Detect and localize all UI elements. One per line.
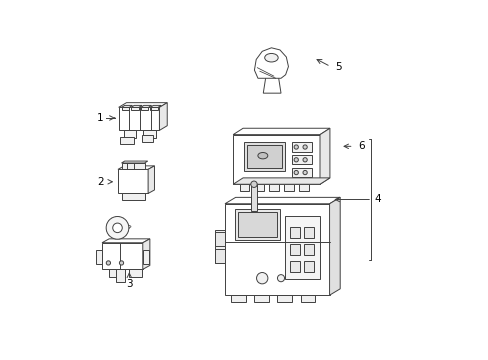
Circle shape — [293, 170, 298, 175]
Bar — [247, 145, 282, 168]
Bar — [250, 184, 257, 211]
Text: 2: 2 — [97, 177, 103, 187]
Circle shape — [113, 223, 122, 233]
Polygon shape — [319, 128, 329, 184]
Text: 1: 1 — [97, 113, 103, 123]
Bar — [303, 261, 314, 272]
Bar — [244, 142, 285, 171]
Bar — [254, 184, 264, 191]
Bar — [142, 250, 149, 264]
Bar — [289, 227, 300, 238]
Text: 5: 5 — [334, 62, 341, 72]
Bar — [128, 269, 142, 277]
Circle shape — [106, 216, 128, 239]
Bar — [299, 184, 308, 191]
Circle shape — [293, 145, 298, 149]
Bar — [131, 107, 139, 110]
Bar — [121, 193, 144, 200]
Bar — [234, 209, 280, 240]
Text: 6: 6 — [357, 141, 364, 151]
Bar — [121, 107, 129, 110]
Polygon shape — [118, 166, 154, 169]
Polygon shape — [150, 105, 161, 107]
Polygon shape — [121, 161, 147, 163]
Bar — [142, 135, 153, 142]
Polygon shape — [233, 128, 329, 135]
Polygon shape — [148, 166, 154, 193]
Bar — [215, 249, 224, 263]
Circle shape — [119, 261, 123, 265]
Bar — [291, 155, 311, 165]
Bar — [121, 163, 144, 169]
Text: 3: 3 — [126, 279, 132, 289]
Circle shape — [250, 181, 257, 188]
Bar — [285, 216, 319, 279]
Bar — [277, 295, 292, 302]
Text: 4: 4 — [373, 194, 380, 204]
Circle shape — [303, 145, 306, 149]
Ellipse shape — [257, 153, 267, 159]
Bar — [141, 107, 148, 110]
Bar — [291, 168, 311, 177]
Bar — [291, 143, 311, 152]
Bar — [118, 169, 148, 193]
Circle shape — [106, 261, 110, 265]
Bar — [231, 295, 246, 302]
Polygon shape — [263, 77, 281, 93]
Bar — [224, 204, 329, 295]
Bar — [150, 107, 158, 110]
Circle shape — [293, 158, 298, 162]
Bar — [215, 232, 224, 246]
Bar — [143, 130, 156, 138]
Polygon shape — [131, 105, 142, 107]
Bar — [233, 135, 319, 184]
Polygon shape — [102, 239, 149, 243]
Polygon shape — [329, 197, 340, 295]
Bar — [303, 227, 314, 238]
Polygon shape — [119, 103, 167, 107]
Bar — [124, 130, 136, 138]
Ellipse shape — [264, 54, 278, 62]
Circle shape — [277, 275, 284, 282]
Bar — [254, 295, 269, 302]
Bar — [120, 138, 134, 144]
Polygon shape — [159, 103, 167, 130]
Bar — [96, 250, 102, 264]
Bar — [269, 184, 279, 191]
Bar — [215, 230, 224, 263]
Bar — [102, 243, 142, 269]
Polygon shape — [233, 178, 329, 184]
Circle shape — [256, 273, 267, 284]
Bar — [239, 184, 249, 191]
Bar — [109, 269, 122, 277]
Bar — [289, 261, 300, 272]
Circle shape — [303, 170, 306, 175]
Bar — [303, 244, 314, 255]
Bar — [300, 295, 315, 302]
Bar — [289, 244, 300, 255]
Ellipse shape — [108, 224, 131, 229]
Polygon shape — [121, 105, 132, 107]
Bar — [284, 184, 293, 191]
Bar — [119, 107, 159, 130]
Polygon shape — [224, 197, 340, 204]
Polygon shape — [142, 239, 149, 269]
Polygon shape — [254, 48, 288, 78]
Polygon shape — [141, 105, 151, 107]
Circle shape — [303, 158, 306, 162]
Bar — [237, 212, 277, 238]
Bar — [116, 269, 125, 282]
